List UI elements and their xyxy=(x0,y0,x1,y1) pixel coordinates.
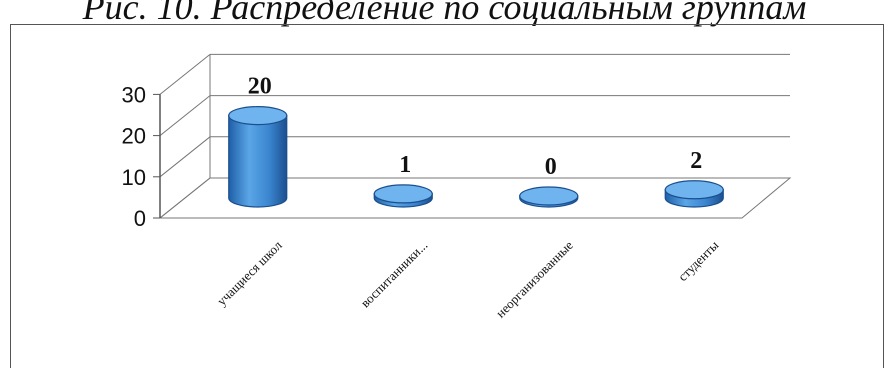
bar xyxy=(519,186,579,208)
data-label: 20 xyxy=(248,74,272,100)
chart-floor xyxy=(158,177,792,219)
bar xyxy=(664,180,724,208)
category-label: учащиеся школ xyxy=(214,237,285,308)
figure-caption: Рис. 10. Распределение по социальным гру… xyxy=(82,0,807,27)
category-label: неорганизованные xyxy=(493,237,576,320)
bars xyxy=(228,105,724,208)
chart-frame xyxy=(10,24,884,368)
gridline-side xyxy=(159,95,211,136)
y-tick-label: 30 xyxy=(122,82,146,107)
bar-top xyxy=(373,184,433,204)
data-label: 1 xyxy=(399,152,411,178)
gridline-side xyxy=(159,136,211,178)
grid xyxy=(158,53,792,219)
category-label: студенты xyxy=(675,237,722,284)
y-tick-label: 0 xyxy=(134,206,146,231)
bar-top xyxy=(228,105,288,126)
data-label: 0 xyxy=(545,154,557,180)
y-tick-label: 20 xyxy=(122,124,146,149)
bar xyxy=(228,105,288,208)
data-labels: 20 1 0 2 xyxy=(248,74,703,180)
bar-body xyxy=(228,115,288,208)
bar xyxy=(373,184,433,208)
gridline-side xyxy=(159,54,211,95)
category-label: воспитанники... xyxy=(357,238,430,311)
y-tick-label: 10 xyxy=(122,165,146,190)
data-label: 2 xyxy=(690,148,702,174)
bar-top xyxy=(519,186,579,206)
category-labels: учащиеся школ воспитанники... неорганизова… xyxy=(214,237,722,320)
bar-top xyxy=(664,180,724,200)
y-axis: 0 10 20 30 xyxy=(122,82,161,231)
